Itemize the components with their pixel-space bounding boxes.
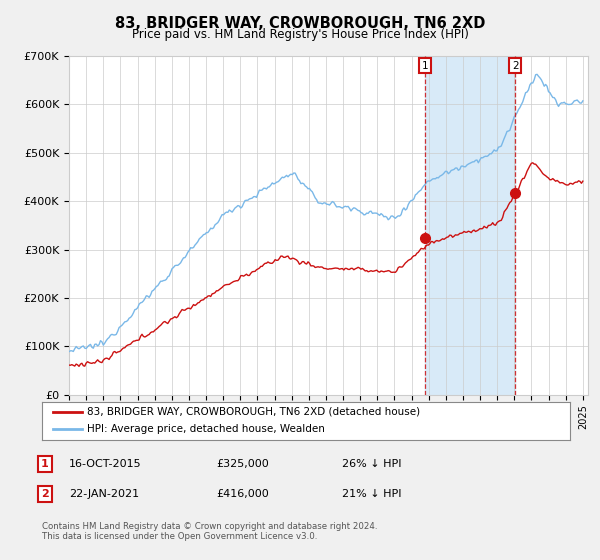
Text: Price paid vs. HM Land Registry's House Price Index (HPI): Price paid vs. HM Land Registry's House …: [131, 28, 469, 41]
Text: 16-OCT-2015: 16-OCT-2015: [69, 459, 142, 469]
Text: 21% ↓ HPI: 21% ↓ HPI: [342, 489, 401, 499]
Text: 26% ↓ HPI: 26% ↓ HPI: [342, 459, 401, 469]
Text: £416,000: £416,000: [216, 489, 269, 499]
Text: 83, BRIDGER WAY, CROWBOROUGH, TN6 2XD: 83, BRIDGER WAY, CROWBOROUGH, TN6 2XD: [115, 16, 485, 31]
Text: Contains HM Land Registry data © Crown copyright and database right 2024.
This d: Contains HM Land Registry data © Crown c…: [42, 522, 377, 542]
Text: 22-JAN-2021: 22-JAN-2021: [69, 489, 139, 499]
Text: £325,000: £325,000: [216, 459, 269, 469]
Text: 1: 1: [422, 60, 428, 71]
Text: 2: 2: [512, 60, 518, 71]
Text: 83, BRIDGER WAY, CROWBOROUGH, TN6 2XD (detached house): 83, BRIDGER WAY, CROWBOROUGH, TN6 2XD (d…: [87, 407, 420, 417]
Text: HPI: Average price, detached house, Wealden: HPI: Average price, detached house, Weal…: [87, 424, 325, 435]
Bar: [425, 56, 515, 395]
Text: 2: 2: [41, 489, 49, 499]
Text: 1: 1: [41, 459, 49, 469]
